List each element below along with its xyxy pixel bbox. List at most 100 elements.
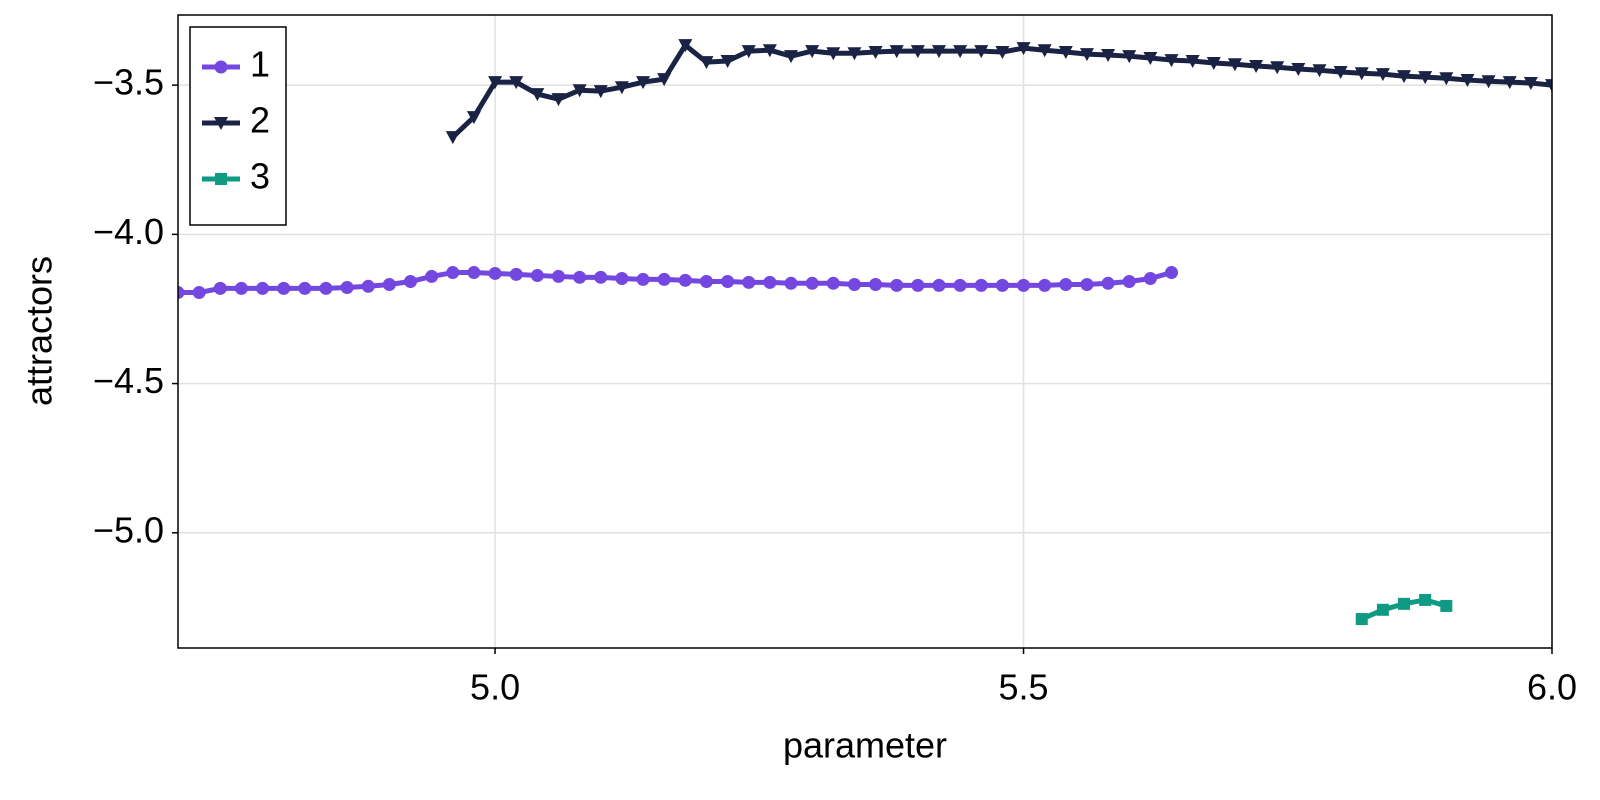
- marker: [826, 276, 840, 290]
- marker: [1038, 278, 1052, 292]
- marker: [1122, 275, 1136, 289]
- marker: [1440, 599, 1453, 612]
- marker: [1355, 613, 1368, 626]
- marker: [1037, 44, 1052, 58]
- marker: [995, 278, 1009, 292]
- marker: [699, 275, 713, 289]
- marker: [466, 111, 481, 125]
- marker: [1270, 61, 1285, 75]
- marker: [509, 76, 524, 90]
- marker: [953, 278, 967, 292]
- plot-area: [178, 39, 1552, 626]
- marker: [340, 280, 354, 294]
- marker: [889, 45, 904, 59]
- marker: [762, 44, 777, 58]
- marker: [1502, 76, 1517, 90]
- marker: [763, 275, 777, 289]
- y-tick-label: −5.0: [93, 509, 164, 550]
- marker: [1122, 50, 1137, 64]
- marker: [953, 45, 968, 59]
- marker: [868, 46, 883, 60]
- marker: [721, 275, 735, 289]
- marker: [826, 47, 841, 61]
- marker: [361, 279, 375, 293]
- marker: [869, 277, 883, 291]
- legend-label: 3: [250, 156, 270, 197]
- marker: [445, 131, 460, 145]
- marker: [551, 269, 565, 283]
- marker: [1418, 71, 1433, 85]
- marker: [1058, 46, 1073, 60]
- marker: [1312, 64, 1327, 78]
- marker: [932, 278, 946, 292]
- x-tick-label: 5.0: [470, 667, 520, 708]
- marker: [1481, 75, 1496, 89]
- legend-box: [189, 26, 287, 226]
- marker: [1227, 58, 1242, 72]
- marker: [1249, 60, 1264, 74]
- plot-frame: [177, 14, 1553, 649]
- marker: [1143, 272, 1157, 286]
- x-tick-label: 5.5: [999, 667, 1049, 708]
- marker: [446, 266, 460, 280]
- x-tick-label: 6.0: [1527, 667, 1577, 708]
- marker: [911, 278, 925, 292]
- marker: [1523, 77, 1538, 91]
- marker: [931, 45, 946, 59]
- marker: [1164, 54, 1179, 68]
- marker: [1333, 66, 1348, 80]
- marker: [974, 45, 989, 59]
- marker: [214, 60, 228, 74]
- marker: [1439, 72, 1454, 86]
- marker: [1376, 603, 1389, 616]
- marker: [1291, 63, 1306, 77]
- marker: [1101, 276, 1115, 290]
- marker: [784, 50, 799, 64]
- marker: [720, 54, 735, 68]
- marker: [678, 273, 692, 287]
- marker: [530, 269, 544, 283]
- marker: [847, 277, 861, 291]
- marker: [657, 272, 671, 286]
- marker: [678, 39, 693, 53]
- marker: [572, 84, 587, 98]
- marker: [890, 278, 904, 292]
- marker: [699, 56, 714, 70]
- marker: [178, 286, 185, 300]
- y-tick-label: −3.5: [93, 62, 164, 103]
- marker: [488, 266, 502, 280]
- marker: [784, 276, 798, 290]
- marker: [742, 275, 756, 289]
- marker: [910, 45, 925, 59]
- marker: [1397, 70, 1412, 84]
- marker: [213, 281, 227, 295]
- marker: [1059, 277, 1073, 291]
- marker: [1185, 54, 1200, 68]
- marker: [509, 267, 523, 281]
- marker: [657, 73, 672, 87]
- marker: [573, 270, 587, 284]
- marker: [551, 93, 566, 107]
- marker: [530, 88, 545, 102]
- marker: [467, 266, 481, 280]
- marker: [1460, 74, 1475, 88]
- y-tick-label: −4.5: [93, 360, 164, 401]
- marker: [214, 117, 228, 130]
- marker: [1079, 48, 1094, 62]
- marker: [1398, 597, 1411, 610]
- marker: [1375, 68, 1390, 82]
- marker: [847, 47, 862, 61]
- marker: [1080, 277, 1094, 291]
- legend-label: 2: [250, 100, 270, 141]
- marker: [805, 276, 819, 290]
- marker: [382, 277, 396, 291]
- marker: [256, 281, 270, 295]
- marker: [741, 45, 756, 59]
- marker: [805, 45, 820, 59]
- marker: [636, 272, 650, 286]
- marker: [636, 76, 651, 90]
- y-tick-label: −4.0: [93, 211, 164, 252]
- marker: [319, 281, 333, 295]
